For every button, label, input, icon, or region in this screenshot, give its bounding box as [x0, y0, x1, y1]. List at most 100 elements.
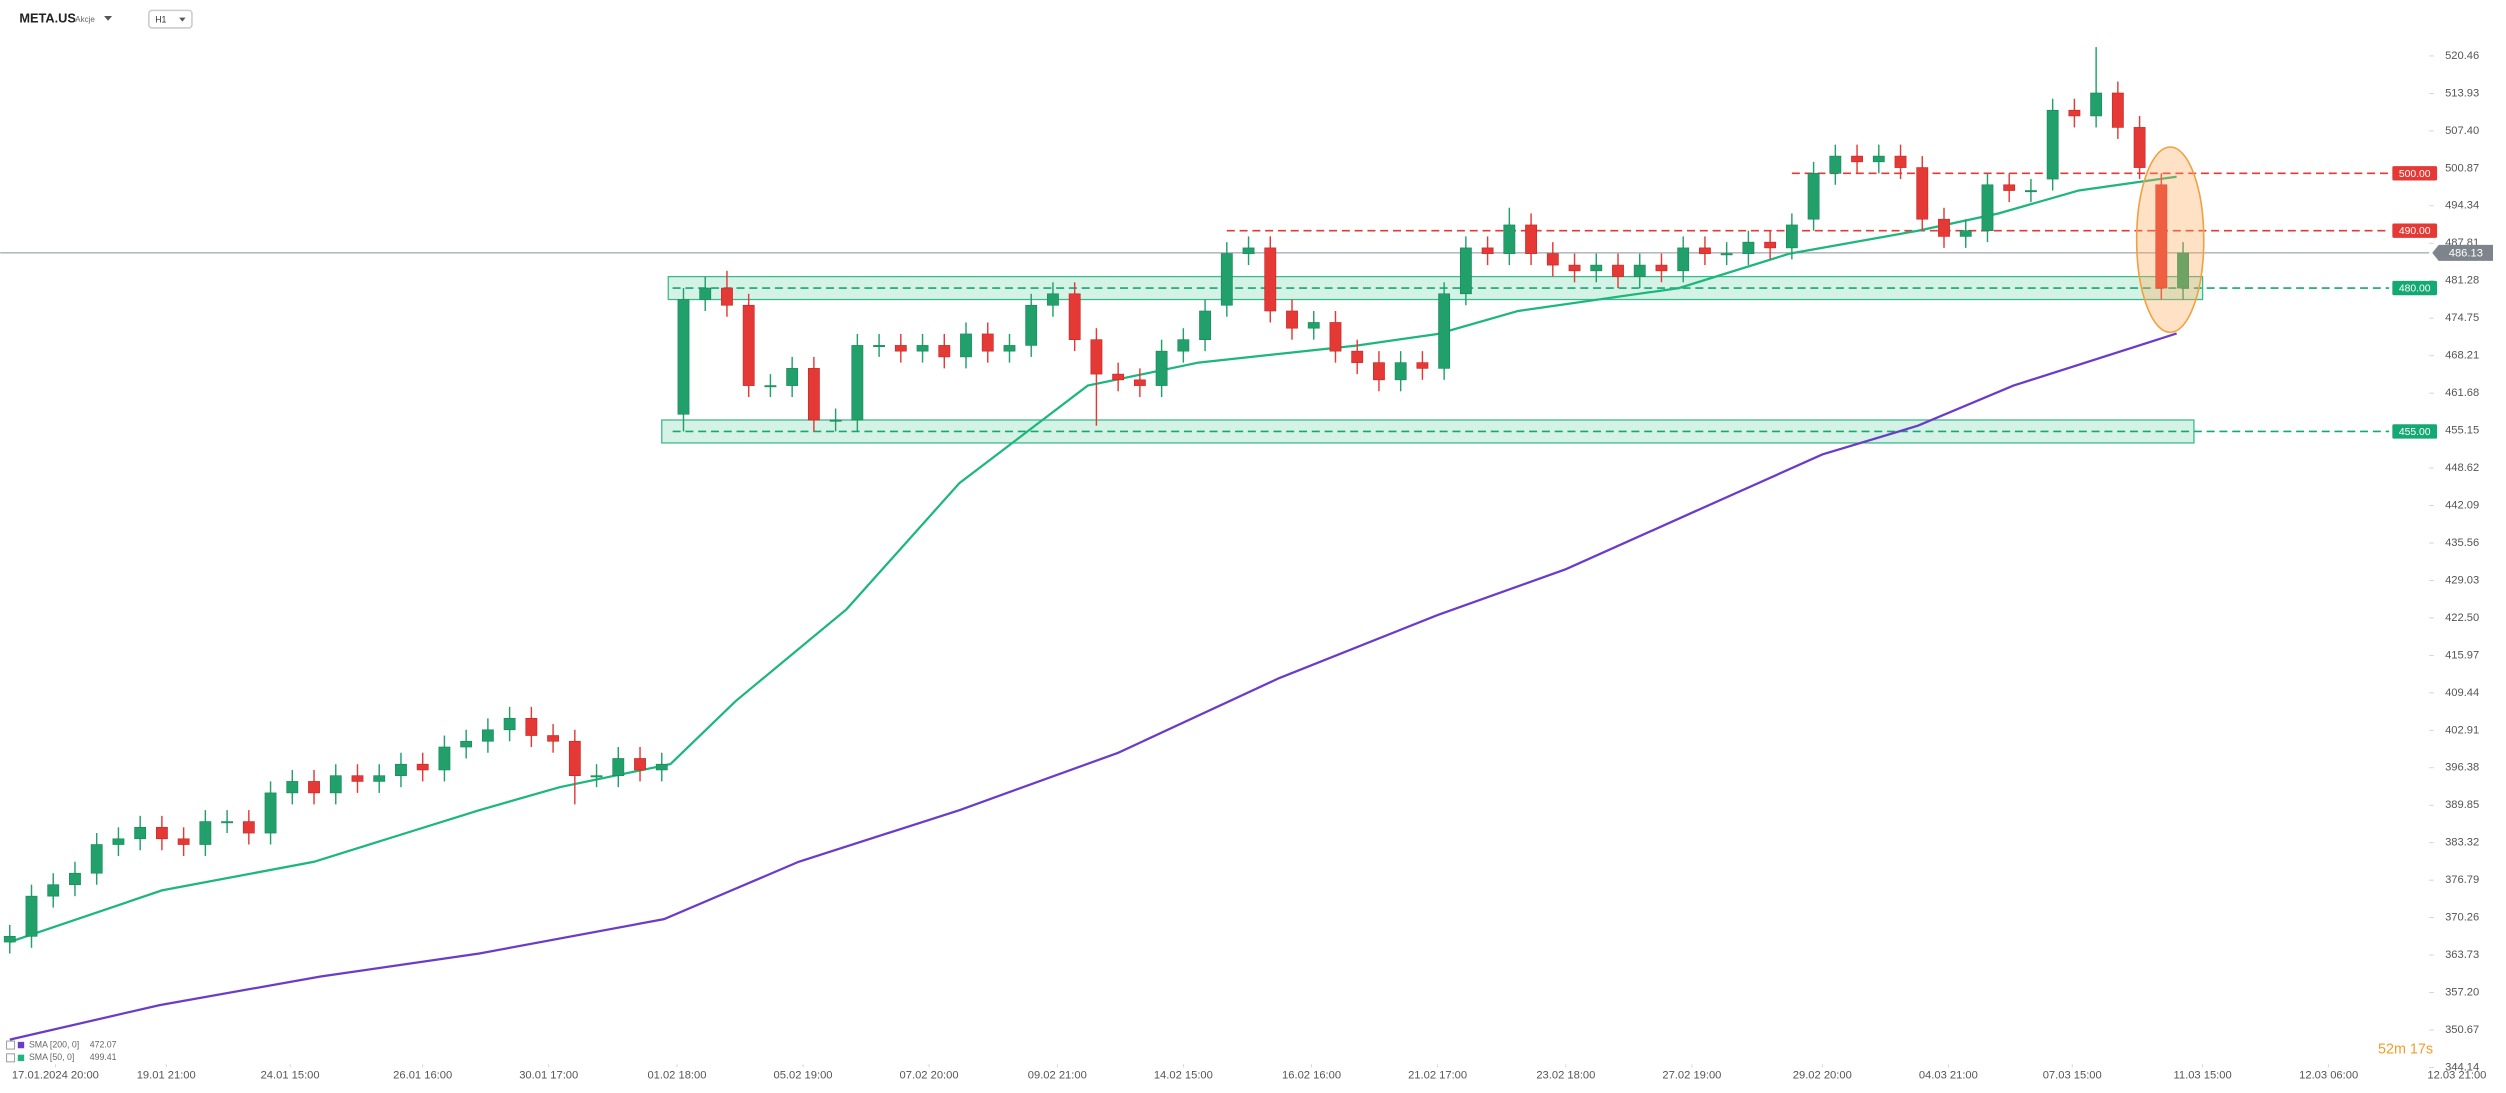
timeframe[interactable]: H1 — [155, 14, 166, 24]
candle-body — [1264, 247, 1277, 312]
candle-body — [1112, 373, 1125, 381]
y-tick-label: 513.93 — [2445, 87, 2479, 99]
candle-body — [1785, 224, 1798, 249]
candle-body — [438, 746, 451, 771]
candle-body — [1677, 247, 1690, 272]
y-tick-label: 474.75 — [2445, 312, 2479, 324]
toolbar: META.US Akcje H1 — [19, 9, 193, 29]
candle-body — [2003, 184, 2016, 191]
price-level-label: 490.00 — [2399, 226, 2431, 237]
legend-value: 472.07 — [90, 1039, 117, 1049]
candle-body — [503, 717, 516, 731]
candle-body — [1503, 224, 1516, 254]
x-tick-label: 21.02 17:00 — [1408, 1069, 1467, 1081]
x-tick-label: 30.01 17:00 — [519, 1069, 578, 1081]
candle-body — [1829, 155, 1842, 174]
legend-icon — [6, 1053, 16, 1063]
candle-body — [1329, 322, 1342, 352]
candle-body — [1916, 167, 1929, 220]
candle-body — [1590, 264, 1603, 272]
y-tick-label: 448.62 — [2445, 462, 2479, 474]
candle-body — [1633, 264, 1646, 277]
candle-body — [873, 345, 885, 348]
candle-body — [308, 781, 320, 794]
y-tick-label: 396.38 — [2445, 762, 2479, 774]
y-tick-label: 370.26 — [2445, 912, 2479, 924]
candle-body — [1938, 218, 1950, 237]
candle-body — [1655, 264, 1668, 272]
price-level-label: 500.00 — [2399, 169, 2431, 180]
legend-name: SMA [200, 0] — [29, 1039, 79, 1049]
x-tick-label: 24.01 15:00 — [261, 1069, 320, 1081]
candle-body — [1416, 362, 1429, 369]
candle-body — [47, 884, 60, 897]
candle-body — [286, 781, 299, 794]
candle-body — [69, 872, 81, 886]
y-tick-label: 507.40 — [2445, 125, 2479, 137]
y-tick-label: 363.73 — [2445, 949, 2479, 961]
price-level-badge — [2392, 424, 2438, 439]
candle-body — [938, 345, 951, 358]
legend-swatch — [17, 1054, 25, 1062]
candle-body — [1025, 304, 1038, 346]
x-tick-label: 07.02 20:00 — [900, 1069, 959, 1081]
price-level-label: 480.00 — [2399, 284, 2431, 295]
sma-line — [9, 332, 2177, 1041]
y-tick-label: 383.32 — [2445, 837, 2479, 849]
candle-body — [242, 821, 255, 834]
candle-body — [1872, 155, 1885, 163]
candle-body — [677, 299, 690, 415]
y-tick-label: 402.91 — [2445, 724, 2479, 736]
candle-body — [1242, 247, 1255, 254]
last-price-label: 486.13 — [2449, 248, 2483, 260]
candle-body — [481, 729, 494, 742]
candle-body — [351, 775, 364, 782]
x-tick-label: 12.03 21:00 — [2427, 1069, 2486, 1081]
candle-body — [1699, 247, 1711, 254]
price-level-badge — [2392, 280, 2438, 296]
candle-body — [1394, 362, 1407, 381]
symbol-dropdown[interactable] — [104, 15, 113, 21]
candle-body — [721, 287, 733, 306]
highlight-ellipse — [2135, 146, 2205, 334]
candle-body — [1720, 253, 1733, 256]
candle-body — [634, 758, 646, 771]
y-tick-label: 389.85 — [2445, 799, 2479, 811]
candle-body — [2068, 109, 2081, 117]
candle-body — [221, 821, 234, 824]
candle-body — [699, 287, 712, 300]
timeframe-box[interactable] — [148, 9, 193, 29]
y-tick-label: 357.20 — [2445, 986, 2479, 998]
candle-body — [1525, 224, 1537, 254]
candle-body — [1177, 339, 1190, 352]
x-tick-label: 16.02 16:00 — [1282, 1069, 1341, 1081]
candle-body — [177, 838, 190, 845]
candle-body — [655, 763, 668, 771]
y-tick-label: 429.03 — [2445, 574, 2479, 586]
y-tick-label: 422.50 — [2445, 612, 2479, 624]
x-tick-label: 01.02 18:00 — [647, 1069, 706, 1081]
candle-body — [981, 333, 994, 352]
x-tick-label: 05.02 19:00 — [774, 1069, 833, 1081]
candle-body — [373, 775, 386, 782]
symbol[interactable]: META.US — [19, 11, 76, 26]
timeframe-dropdown[interactable] — [179, 17, 186, 22]
candle-body — [1764, 241, 1777, 249]
y-tick-label: 350.67 — [2445, 1024, 2479, 1036]
candle-body — [1438, 293, 1451, 369]
candle-body — [112, 838, 125, 845]
candle-body — [1959, 230, 1972, 237]
candle-body — [2046, 109, 2059, 180]
legend-name: SMA [50, 0] — [29, 1052, 74, 1062]
y-tick-label: 409.44 — [2445, 687, 2479, 699]
candle-body — [1568, 264, 1581, 272]
last-price-badge — [2432, 244, 2494, 261]
candle-body — [2155, 184, 2168, 289]
candle-body — [90, 844, 103, 874]
candle-body — [329, 775, 342, 794]
candle-body — [1981, 184, 1994, 232]
candle-body — [568, 740, 581, 777]
x-tick-label: 12.03 06:00 — [2299, 1069, 2358, 1081]
